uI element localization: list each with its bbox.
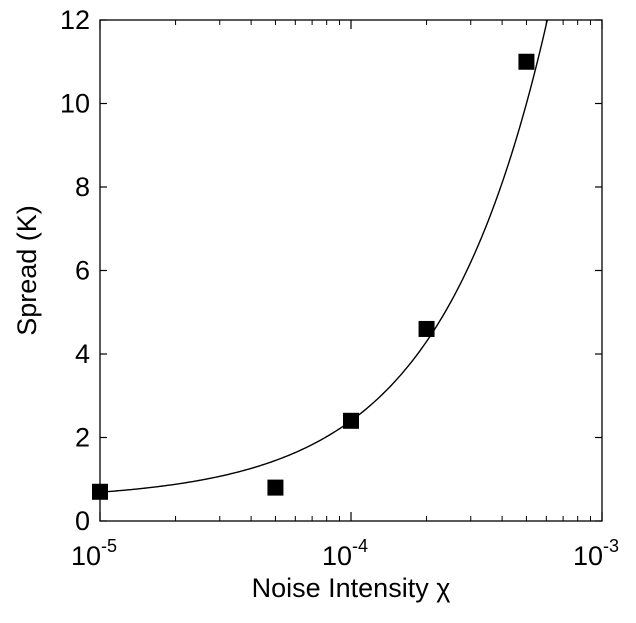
x-tick-label: 10-5: [71, 536, 117, 571]
y-tick-label: 2: [75, 423, 90, 453]
data-point: [343, 412, 359, 429]
x-axis-label: Noise Intensity χ: [252, 573, 451, 603]
data-point: [92, 483, 108, 500]
y-tick-label: 4: [75, 339, 90, 369]
y-tick-label: 8: [75, 172, 90, 202]
x-tick-exponent: -4: [352, 536, 368, 556]
axes-frame: [99, 19, 603, 522]
y-tick-label: 10: [60, 89, 90, 119]
y-tick-label: 6: [75, 256, 90, 286]
x-tick-base: 10: [71, 541, 101, 571]
x-tick-base: 10: [573, 541, 603, 571]
y-axis-label: Spread (K): [12, 205, 42, 336]
x-tick-label: 10-4: [322, 536, 368, 571]
x-tick-exponent: -3: [603, 536, 619, 556]
y-tick-label: 12: [60, 5, 90, 35]
x-tick-label: 10-3: [573, 536, 619, 571]
x-tick-base: 10: [322, 541, 352, 571]
data-point: [418, 320, 435, 337]
y-tick-label: 0: [75, 506, 90, 536]
x-tick-exponent: -5: [101, 536, 117, 556]
data-point: [267, 479, 284, 496]
data-point: [518, 53, 535, 70]
